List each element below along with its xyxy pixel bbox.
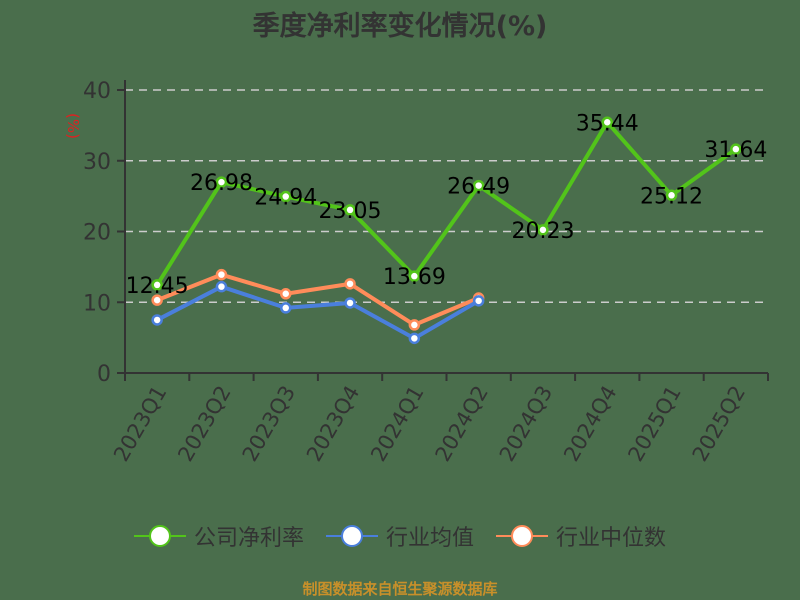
- legend-label: 行业中位数: [556, 526, 667, 551]
- data-point[interactable]: [280, 190, 292, 203]
- data-point[interactable]: [408, 270, 421, 282]
- y-tick-label: 40: [83, 79, 111, 104]
- legend-item-industry-avg[interactable]: 行业均值: [325, 520, 474, 552]
- y-tick-label: 20: [83, 221, 111, 246]
- data-label: 23.05: [319, 199, 382, 224]
- data-point[interactable]: [280, 288, 292, 300]
- data-point[interactable]: [151, 294, 163, 306]
- x-tick-label: 2025Q2: [688, 382, 750, 466]
- data-point[interactable]: [280, 302, 292, 314]
- data-label: 26.98: [190, 171, 253, 196]
- data-point[interactable]: [344, 204, 356, 216]
- x-tick-label: 2023Q4: [302, 382, 364, 466]
- legend-item-industry-median[interactable]: 行业中位数: [496, 520, 666, 552]
- y-tick-label: 10: [83, 291, 111, 316]
- x-tick-label: 2025Q1: [623, 382, 685, 466]
- series-line: [156, 272, 480, 327]
- data-label: 13.69: [383, 265, 446, 290]
- data-label: 25.12: [640, 184, 703, 209]
- y-tick-label: 0: [97, 362, 111, 387]
- x-tick-label: 2023Q2: [173, 382, 235, 466]
- legend: 公司净利率 行业均值 行业中位数: [0, 520, 800, 552]
- data-point[interactable]: [344, 278, 356, 290]
- legend-marker-icon: [325, 525, 378, 547]
- source-footer: 制图数据来自恒生聚源数据库: [302, 580, 498, 598]
- data-point[interactable]: [601, 116, 613, 129]
- data-point[interactable]: [408, 319, 421, 331]
- legend-marker-icon: [133, 525, 186, 547]
- data-point[interactable]: [215, 176, 228, 188]
- data-label: 20.23: [511, 219, 574, 244]
- data-label: 31.64: [704, 138, 767, 163]
- y-tick-label: 30: [83, 150, 111, 175]
- x-tick-label: 2024Q1: [366, 382, 428, 466]
- x-tick-label: 2023Q1: [109, 382, 171, 466]
- x-tick-label: 2024Q3: [495, 382, 557, 466]
- x-tick-label: 2024Q4: [559, 382, 621, 466]
- data-point[interactable]: [665, 189, 678, 202]
- data-point[interactable]: [537, 224, 549, 236]
- data-point[interactable]: [344, 297, 356, 309]
- data-point[interactable]: [151, 314, 163, 326]
- data-point[interactable]: [215, 268, 228, 281]
- data-point[interactable]: [730, 143, 742, 155]
- data-label: 12.45: [126, 274, 189, 299]
- legend-label: 公司净利率: [193, 526, 304, 551]
- legend-marker-icon: [496, 525, 548, 547]
- data-label: 26.49: [447, 175, 510, 200]
- x-tick-label: 2023Q3: [238, 382, 300, 466]
- data-point[interactable]: [472, 179, 485, 192]
- series-line: [155, 120, 738, 286]
- x-tick-label: 2024Q2: [431, 382, 493, 466]
- series-line: [156, 284, 480, 341]
- legend-label: 行业均值: [385, 526, 474, 551]
- data-point[interactable]: [472, 295, 485, 307]
- legend-item-company[interactable]: 公司净利率: [133, 520, 304, 552]
- y-axis-label: (%): [64, 113, 82, 139]
- data-point[interactable]: [215, 280, 228, 293]
- data-label: 35.44: [576, 111, 639, 136]
- data-point[interactable]: [151, 279, 163, 291]
- chart-title: 季度净利率变化情况(%): [252, 11, 548, 42]
- data-label: 24.94: [254, 186, 317, 211]
- data-point[interactable]: [408, 332, 421, 345]
